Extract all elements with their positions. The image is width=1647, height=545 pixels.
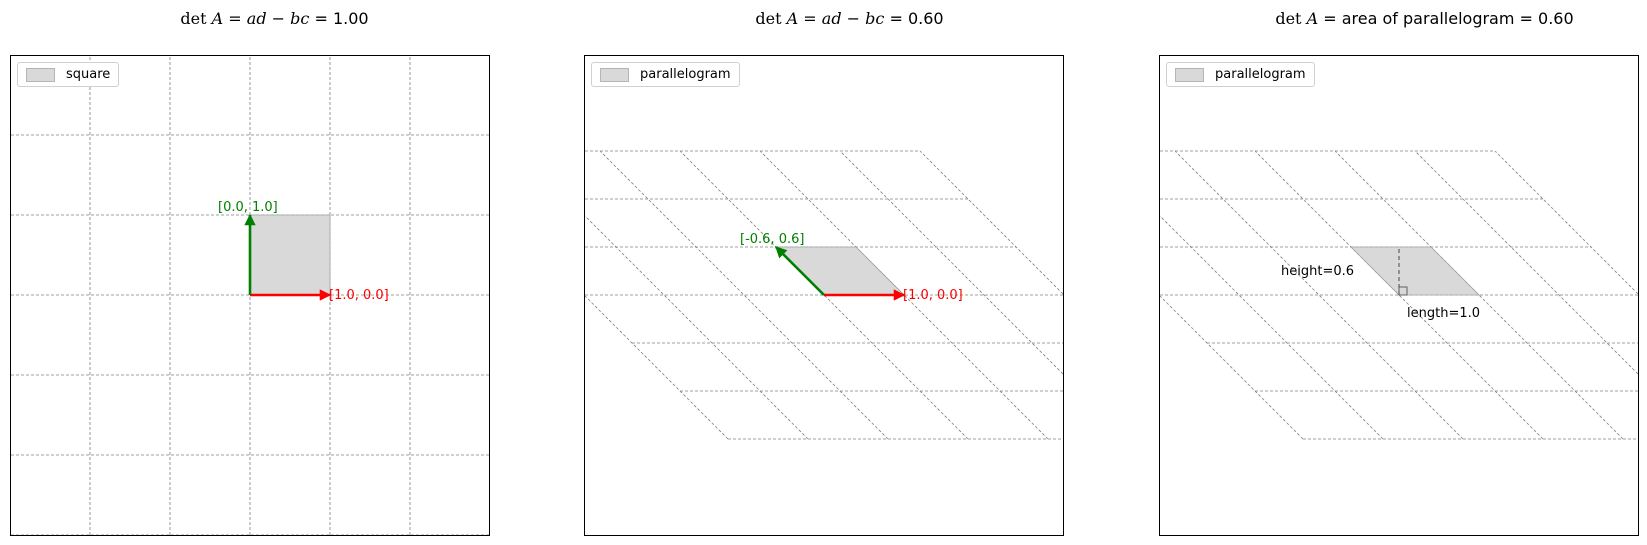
grid-line (1174, 150, 1464, 440)
vector-e2-label: [-0.6, 0.6] (740, 232, 805, 247)
grid-line (1334, 150, 1624, 440)
plot-area: square [1.0, 0.0] [0.0, 1.0] (10, 55, 490, 536)
legend-swatch (26, 67, 55, 82)
grid-line (1160, 215, 1384, 440)
grid-line (759, 150, 1049, 440)
plot-area: parallelogram height=0.6 length=1.0 (1159, 55, 1639, 536)
panel-area: det A = area of parallelogram = 0.60 par… (1150, 0, 1647, 545)
shape-fill (249, 214, 331, 296)
vector-e2 (775, 246, 825, 296)
panel-title: det A = ad − bc = 0.60 (755, 9, 944, 28)
grid-line (919, 150, 1063, 295)
vector-e2-label: [0.0, 1.0] (218, 200, 278, 215)
legend: square (17, 62, 120, 87)
grid-line (1494, 150, 1638, 295)
right-angle-marker (1398, 286, 1408, 296)
panel-title: det A = ad − bc = 1.00 (180, 9, 369, 28)
height-label: height=0.6 (1281, 264, 1355, 279)
legend: parallelogram (591, 62, 740, 87)
legend: parallelogram (1166, 62, 1315, 87)
legend-swatch (1175, 67, 1204, 82)
diagram-canvas (1160, 150, 1638, 440)
legend-label: square (66, 67, 111, 82)
grid-line (585, 215, 809, 440)
length-label: length=1.0 (1407, 306, 1481, 321)
plot-area: parallelogram [1.0, 0.0] [-0.6, 0.6] (584, 55, 1064, 536)
legend-label: parallelogram (1215, 67, 1306, 82)
grid-line (679, 150, 969, 440)
legend-swatch (600, 67, 629, 82)
diagram-canvas (585, 150, 1063, 440)
panel-parallelogram: det A = ad − bc = 0.60 parallelogram [1.… (575, 0, 1124, 545)
grid-line (1414, 150, 1638, 375)
shape-fill (775, 246, 905, 296)
panel-title: det A = area of parallelogram = 0.60 (1275, 9, 1574, 28)
vector-e1-label: [1.0, 0.0] (329, 288, 389, 303)
diagram-canvas (11, 56, 489, 535)
grid-line (839, 150, 1063, 375)
grid-line (1160, 295, 1304, 440)
legend-label: parallelogram (640, 67, 731, 82)
grid-line (585, 295, 729, 440)
vector-e1-label: [1.0, 0.0] (903, 288, 963, 303)
grid-line (599, 150, 889, 440)
shape-fill (1350, 246, 1480, 296)
panel-square: det A = ad − bc = 1.00 square [1.0, 0.0]… (0, 0, 549, 545)
grid-line (1254, 150, 1544, 440)
